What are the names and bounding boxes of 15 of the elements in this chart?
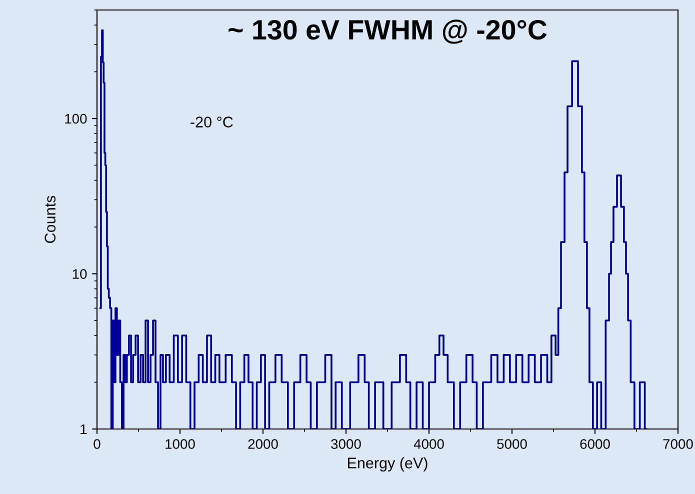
x-tick-label: 3000 [331,439,361,449]
y-tick-label: 1 [80,424,87,434]
x-tick-label: 7000 [663,439,693,449]
x-tick-label: 6000 [580,439,610,449]
y-tick-label: 100 [65,114,87,124]
x-tick-label: 2000 [248,439,278,449]
chart-title: ~ 130 eV FWHM @ -20°C [228,20,547,44]
y-axis-title: Counts [44,196,56,243]
annotation: -20 °C [190,116,233,128]
x-tick-label: 0 [94,439,100,449]
x-tick-label: 5000 [497,439,527,449]
x-tick-label: 4000 [414,439,444,449]
y-tick-label: 10 [72,269,87,279]
x-axis-title: Energy (eV) [348,457,428,472]
x-tick-label: 1000 [166,439,195,449]
